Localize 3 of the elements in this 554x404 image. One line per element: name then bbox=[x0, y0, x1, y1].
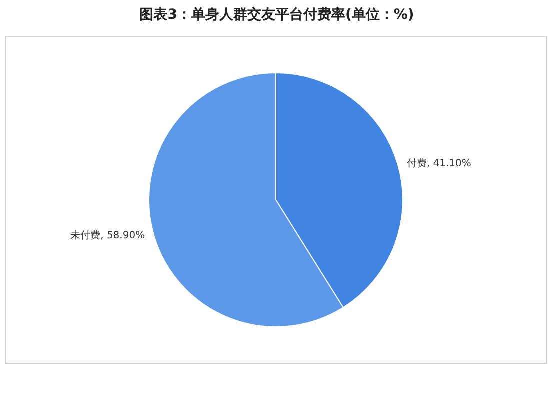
slice-label: 未付费, 58.90% bbox=[70, 230, 146, 242]
chart-title: 图表3：单身人群交友平台付费率(单位：%) bbox=[138, 6, 416, 24]
slice-label: 付费, 41.10% bbox=[406, 157, 472, 170]
